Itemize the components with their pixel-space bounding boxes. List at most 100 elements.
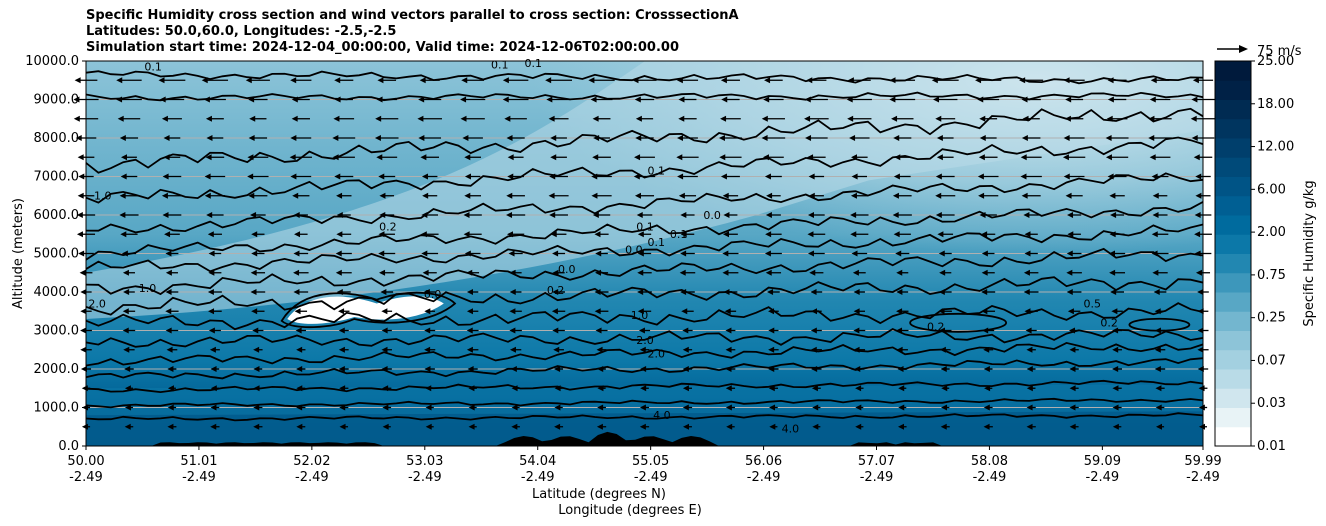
wind-vector	[1067, 308, 1081, 315]
contour-line	[86, 107, 1203, 174]
wind-vector-head	[506, 192, 513, 199]
wind-vector	[124, 366, 134, 372]
wind-vector	[376, 154, 398, 161]
wind-vector	[162, 173, 182, 180]
wind-vector	[549, 173, 568, 180]
wind-vector	[382, 423, 391, 430]
wind-vector	[293, 289, 309, 295]
wind-vector	[809, 269, 824, 276]
colorbar-frame	[1214, 60, 1252, 447]
wind-vector	[720, 77, 740, 84]
wind-vector	[1069, 346, 1079, 353]
wind-vector-head	[338, 346, 345, 353]
wind-vector-head	[376, 96, 383, 103]
wind-vector-head	[768, 385, 775, 392]
wind-vector-head	[335, 269, 342, 276]
wind-vector-head	[853, 346, 860, 353]
wind-vector	[1109, 269, 1126, 276]
wind-vector-head	[594, 231, 601, 238]
wind-vector-head	[382, 385, 389, 392]
wind-vector	[722, 250, 739, 257]
wind-vector-head	[852, 269, 859, 276]
wind-vector	[165, 250, 179, 257]
contour-label: 0.2	[379, 220, 397, 233]
wind-vector	[1154, 327, 1166, 334]
wind-vector-head	[1026, 385, 1033, 392]
wind-vector-head	[511, 404, 518, 411]
wind-vector	[680, 212, 695, 218]
wind-vector	[167, 404, 177, 411]
wind-vector	[296, 366, 306, 372]
wind-vector	[894, 154, 911, 161]
wind-vector	[634, 96, 655, 103]
wind-vector	[591, 192, 612, 199]
wind-vector	[981, 289, 996, 295]
wind-vector	[676, 77, 699, 84]
wind-vector	[509, 327, 522, 334]
wind-vector-head	[79, 269, 86, 276]
wind-vector	[979, 115, 998, 122]
wind-vector	[119, 192, 139, 199]
wind-vector	[1112, 346, 1122, 353]
wind-vector-head	[1110, 289, 1117, 295]
wind-vector-head	[378, 173, 385, 180]
wind-vector	[766, 192, 781, 199]
wind-vector	[335, 250, 352, 257]
wind-vector-head	[165, 308, 172, 315]
wind-vector	[509, 308, 522, 315]
wind-vector-head	[207, 231, 214, 238]
wind-vector	[506, 192, 525, 199]
wind-vector	[1066, 269, 1082, 276]
wind-vector-head	[1067, 212, 1074, 218]
wind-vector	[290, 77, 312, 84]
wind-vector-head	[977, 96, 984, 103]
wind-vector-head	[207, 289, 214, 295]
wind-vector-head	[116, 77, 123, 84]
wind-vector	[937, 231, 954, 238]
wind-vector-head	[504, 115, 511, 122]
wind-vector-head	[676, 154, 683, 161]
wind-vector	[853, 308, 865, 315]
wind-vector	[941, 385, 950, 392]
wind-vector-head	[333, 115, 340, 122]
wind-vector-head	[253, 346, 260, 353]
wind-vector-head	[378, 250, 385, 257]
colorbar-label: Specific Humidity g/kg	[1302, 180, 1317, 326]
wind-vector	[1107, 96, 1127, 103]
wind-vector	[679, 269, 696, 276]
wind-vector-head	[249, 115, 256, 122]
wind-vector	[762, 154, 784, 161]
wind-vector	[510, 366, 521, 372]
wind-vector-head	[893, 173, 900, 180]
wind-vector-head	[1063, 135, 1070, 141]
wind-vector-head	[898, 404, 905, 411]
wind-vector-head	[761, 115, 768, 122]
wind-vector-head	[332, 154, 339, 161]
wind-vector	[121, 154, 137, 161]
wind-vector-head	[1024, 250, 1031, 257]
wind-vector-head	[592, 115, 599, 122]
wind-vector-head	[162, 173, 169, 180]
contour-label: 0.2	[927, 321, 945, 334]
wind-vector	[511, 404, 520, 411]
wind-vector	[463, 231, 482, 238]
wind-vector	[382, 385, 392, 392]
wind-vector-head	[1197, 327, 1204, 334]
wind-vector	[595, 269, 609, 276]
wind-vector-head	[81, 423, 88, 430]
wind-vector-head	[167, 366, 174, 372]
wind-vector-head	[896, 327, 903, 334]
quiver-key: 75 m/s	[1217, 44, 1302, 59]
humidity-dry-tongue	[86, 61, 1203, 319]
wind-vector	[294, 308, 308, 315]
wind-vector-head	[769, 423, 776, 430]
wind-vector-head	[1190, 115, 1197, 122]
wind-vector	[896, 327, 909, 334]
wind-vector-head	[250, 212, 257, 218]
wind-vector	[764, 173, 782, 180]
wind-vector-head	[507, 154, 514, 161]
wind-vector-head	[206, 212, 213, 218]
x-tick-label-lon: -2.49	[521, 470, 555, 485]
wind-vector-head	[554, 404, 561, 411]
wind-vector	[1194, 250, 1212, 257]
